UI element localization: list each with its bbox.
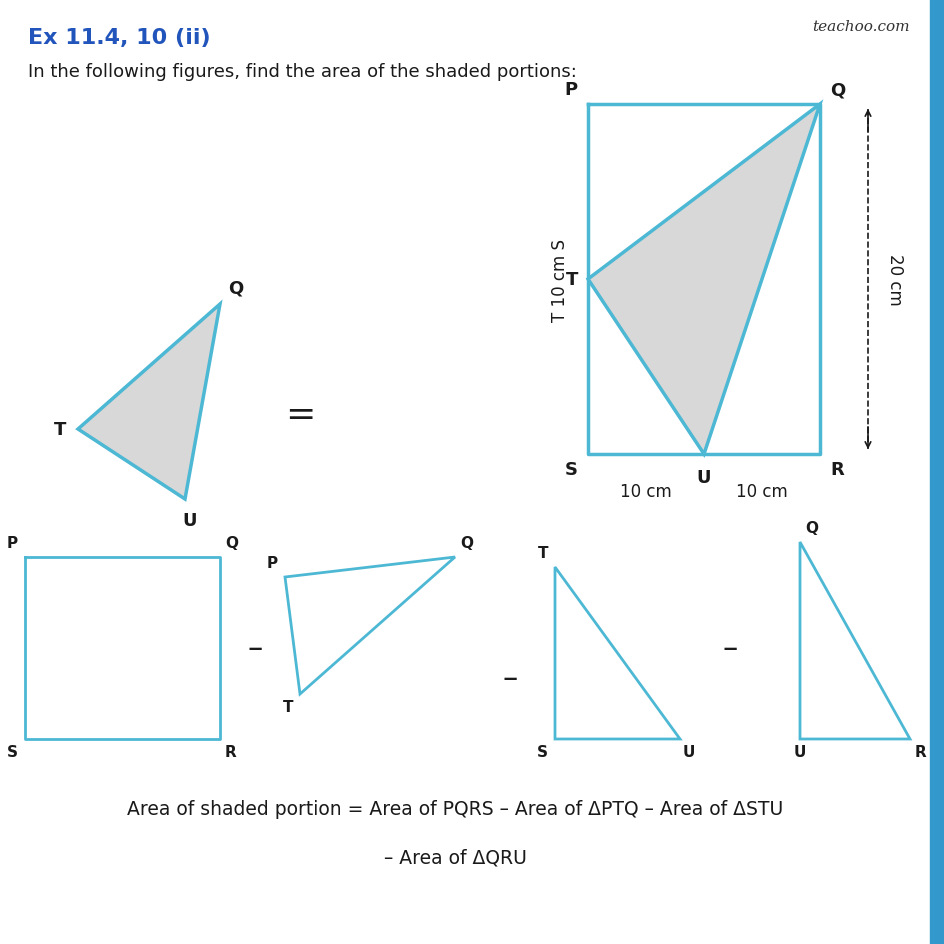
Bar (929, 0, 944, 944)
Text: P: P (266, 555, 278, 570)
Text: –: – (247, 633, 262, 663)
Text: =: = (284, 397, 315, 431)
Text: R: R (829, 461, 843, 479)
Text: teachoo.com: teachoo.com (812, 20, 909, 34)
Text: T: T (537, 546, 548, 561)
Text: 10 cm: 10 cm (735, 482, 787, 500)
Text: R: R (914, 744, 926, 759)
Text: T: T (282, 700, 293, 715)
Text: U: U (793, 744, 805, 759)
Text: In the following figures, find the area of the shaded portions:: In the following figures, find the area … (28, 63, 576, 81)
Text: P: P (565, 81, 578, 99)
Text: Area of shaded portion = Area of PQRS – Area of ΔPTQ – Area of ΔSTU: Area of shaded portion = Area of PQRS – … (126, 800, 783, 818)
Text: –: – (721, 633, 737, 663)
Text: U: U (696, 468, 711, 486)
Polygon shape (587, 105, 819, 454)
Text: S: S (7, 744, 18, 759)
Text: Q: Q (829, 81, 844, 99)
Text: U: U (182, 512, 197, 530)
Text: T 10 cm S: T 10 cm S (550, 238, 568, 321)
Text: S: S (536, 744, 548, 759)
Text: Q: Q (225, 535, 238, 550)
Text: T: T (565, 271, 578, 289)
Text: 10 cm: 10 cm (619, 482, 671, 500)
Text: – Area of ΔQRU: – Area of ΔQRU (383, 847, 526, 866)
Text: Q: Q (228, 278, 243, 296)
Text: –: – (502, 664, 517, 693)
Polygon shape (78, 305, 220, 499)
Text: T: T (54, 421, 66, 439)
Text: Ex 11.4, 10 (ii): Ex 11.4, 10 (ii) (28, 28, 211, 48)
Text: U: U (683, 744, 695, 759)
Text: 20 cm: 20 cm (885, 254, 903, 306)
Text: R: R (225, 744, 237, 759)
Text: S: S (565, 461, 578, 479)
Text: Q: Q (804, 520, 818, 535)
Text: P: P (7, 535, 18, 550)
Text: Q: Q (460, 535, 473, 550)
